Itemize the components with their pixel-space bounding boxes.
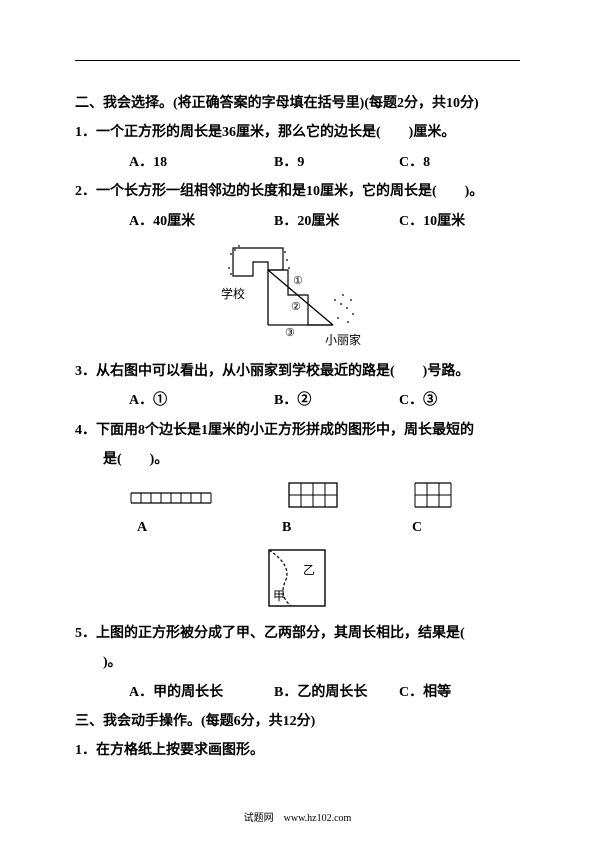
q5-line2: )。 [75, 648, 520, 677]
q1-options: A．18 B．9 C．8 [75, 148, 520, 177]
q3-opt-c: C．③ [399, 386, 437, 415]
q4-abc: A B C [75, 513, 520, 542]
exam-page: 二、我会选择。(将正确答案的字母填在括号里)(每题2分，共10分) 1．一个正方… [0, 0, 595, 842]
section3-heading: 三、我会动手操作。(每题6分，共12分) [75, 707, 520, 736]
shape-a-svg [129, 489, 217, 511]
q2-text: 2．一个长方形一组相邻边的长度和是10厘米，它的周长是( )。 [75, 177, 520, 206]
q5-diagram: 乙 甲 [75, 546, 520, 617]
q2-opt-b: B．20厘米 [274, 207, 399, 236]
q1-opt-a: A．18 [129, 148, 274, 177]
path-3-label: ③ [285, 327, 295, 339]
header-rule [75, 60, 520, 61]
q4-line2: 是( )。 [75, 445, 520, 474]
q5-opt-a: A．甲的周长长 [129, 678, 274, 707]
q5-opt-b: B．乙的周长长 [274, 678, 399, 707]
q2-opt-c: C．10厘米 [399, 207, 465, 236]
q2-opt-a: A．40厘米 [129, 207, 274, 236]
label-home: 小丽家 [325, 332, 361, 347]
q1-opt-b: B．9 [274, 148, 399, 177]
q3-opt-a: A．① [129, 386, 274, 415]
path-1-label: ① [293, 275, 303, 287]
q3-text: 3．从右图中可以看出，从小丽家到学校最近的路是( )号路。 [75, 357, 520, 386]
label-jia: 甲 [273, 589, 285, 603]
q5-options: A．甲的周长长 B．乙的周长长 C．相等 [75, 678, 520, 707]
q4-a: A [137, 513, 282, 542]
section2-heading: 二、我会选择。(将正确答案的字母填在括号里)(每题2分，共10分) [75, 89, 520, 118]
footer-text: 试题网 www.hz102.com [244, 813, 352, 824]
path-2-label: ② [291, 301, 301, 313]
q4-shapes [75, 481, 520, 511]
q2-options: A．40厘米 B．20厘米 C．10厘米 [75, 207, 520, 236]
q3-options: A．① B．② C．③ [75, 386, 520, 415]
label-yi: 乙 [303, 563, 315, 577]
q4-line1: 4．下面用8个边长是1厘米的小正方形拼成的图形中，周长最短的 [75, 416, 520, 445]
q4-c: C [412, 513, 422, 542]
q1-text: 1．一个正方形的周长是36厘米，那么它的边长是( )厘米。 [75, 118, 520, 147]
label-school: 学校 [221, 286, 245, 301]
q1-opt-c: C．8 [399, 148, 430, 177]
page-footer: 试题网 www.hz102.com [0, 809, 595, 824]
q4-b: B [282, 513, 412, 542]
q3-diagram: 学校 ① ② ③ 小丽家 [75, 240, 520, 355]
shape-c-svg [413, 481, 457, 511]
s3-q1: 1．在方格纸上按要求画图形。 [75, 736, 520, 765]
square-split-svg: 乙 甲 [263, 546, 333, 612]
map-diagram-svg: 学校 ① ② ③ 小丽家 [213, 240, 383, 350]
q5-opt-c: C．相等 [399, 678, 451, 707]
shape-b-svg [287, 481, 343, 511]
q5-line1: 5．上图的正方形被分成了甲、乙两部分，其周长相比，结果是( [75, 619, 520, 648]
q3-opt-b: B．② [274, 386, 399, 415]
